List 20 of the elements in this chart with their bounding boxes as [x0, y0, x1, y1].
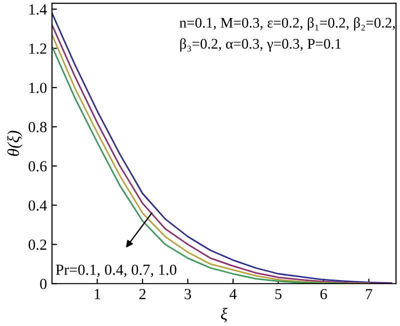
y-tick-label: 0.4 — [28, 200, 47, 211]
x-tick-label: 3 — [184, 288, 192, 300]
x-tick-label: 5 — [275, 289, 282, 300]
annotation: β₃=0.2, α=0.3, γ=0.3, P=0.1 — [180, 38, 341, 52]
y-tick-label: 1.0 — [29, 82, 47, 94]
x-tick-label: 7 — [366, 289, 372, 300]
x-tick-label: 4 — [230, 289, 237, 300]
x-tick-label: 6 — [320, 288, 327, 300]
y-tick-label: 0 — [40, 278, 47, 290]
x-axis-title: ξ — [221, 308, 228, 322]
y-tick-label: 1.2 — [29, 44, 46, 54]
x-tick-label: 2 — [139, 288, 146, 300]
y-tick-label: 0.2 — [28, 240, 46, 250]
y-tick-label: 1.4 — [29, 4, 47, 15]
y-axis-title: θ(ξ) — [7, 130, 22, 156]
annotation: n=0.1, M=0.3, ε=0.2, β₁=0.2, β₂=0.2, — [180, 17, 395, 31]
annotation: Pr=0.1, 0.4, 0.7, 1.0 — [56, 264, 176, 278]
y-tick-label: 0.6 — [28, 161, 47, 172]
y-tick-label: 0.8 — [28, 122, 47, 132]
x-tick-label: 1 — [94, 288, 100, 300]
